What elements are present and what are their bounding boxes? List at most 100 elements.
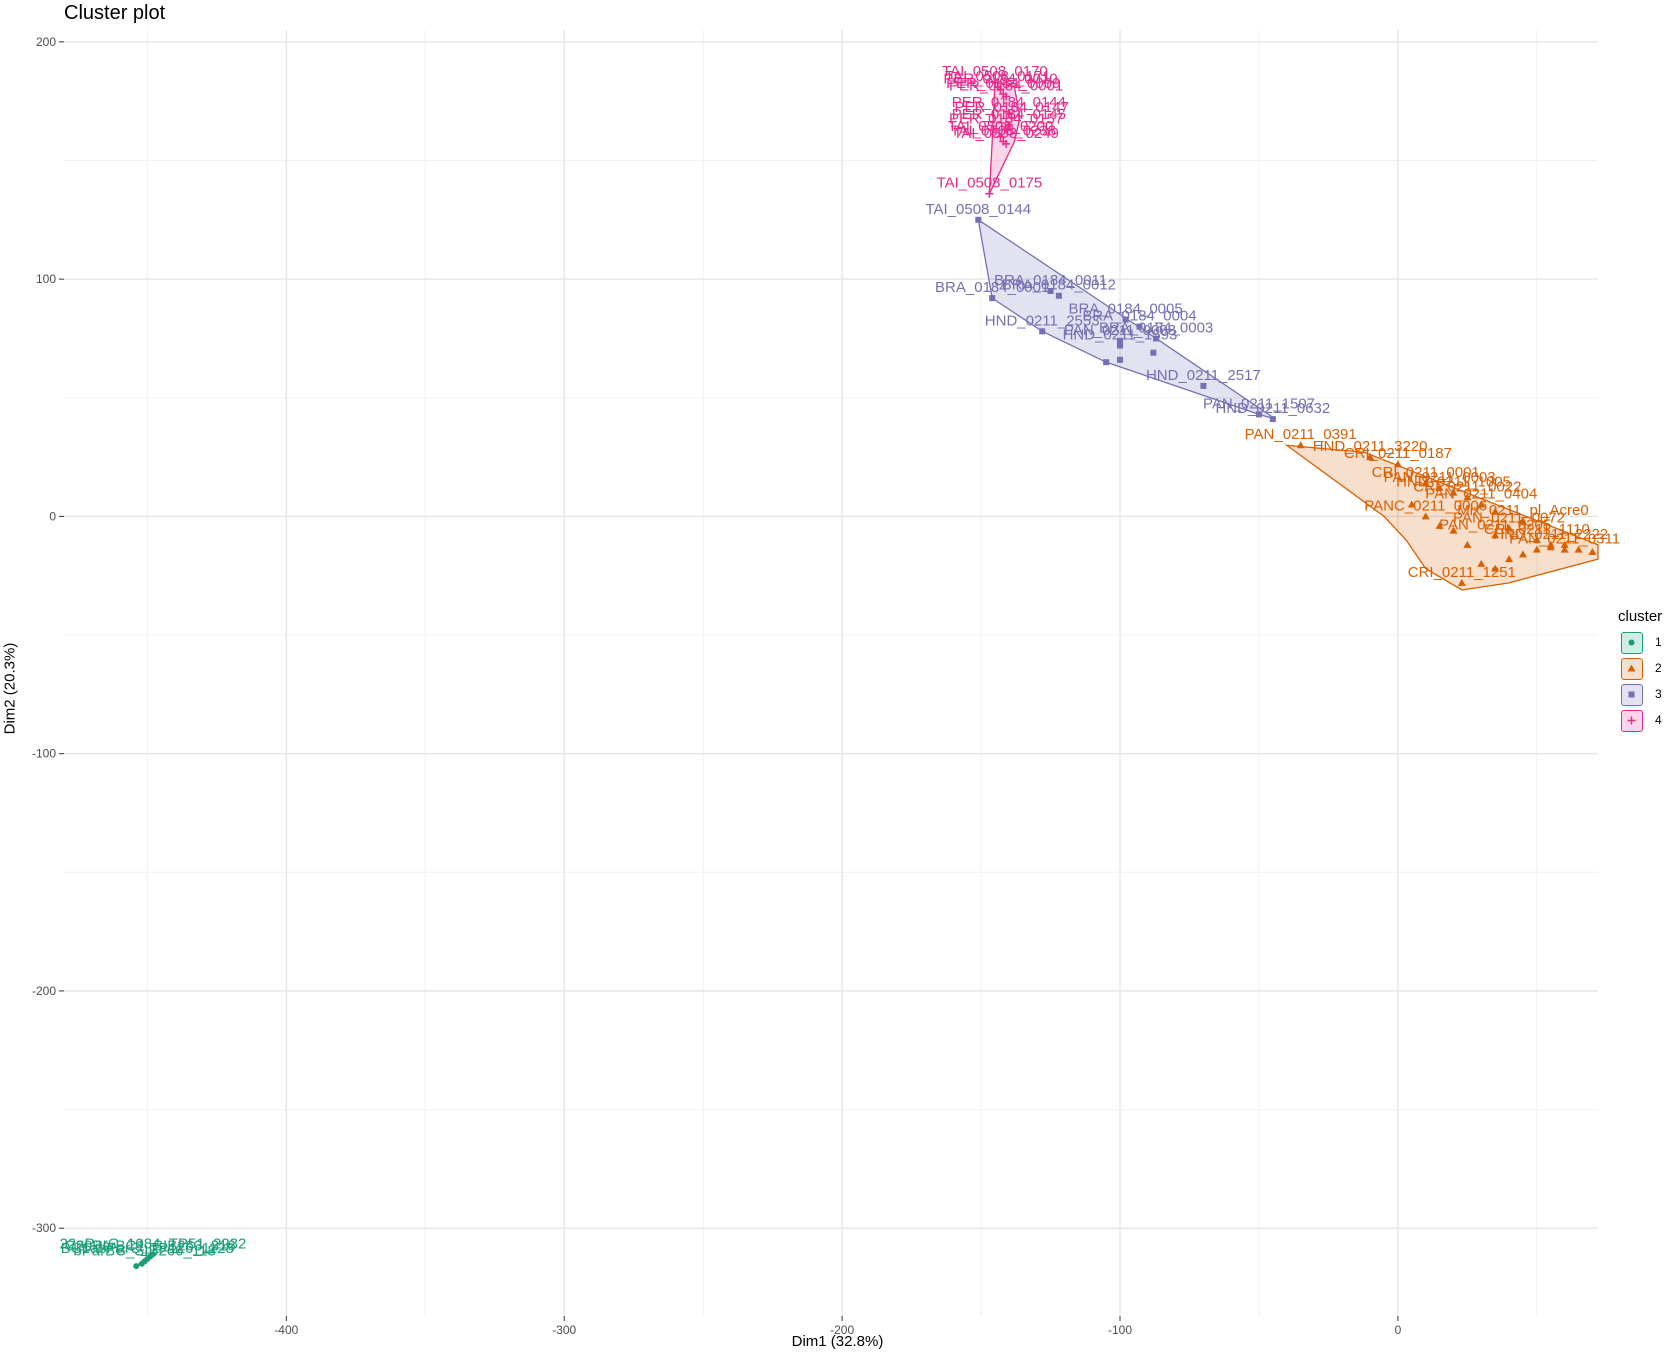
point-label: HND_0211_0632	[1215, 400, 1330, 417]
legend-key-square-icon	[1621, 684, 1643, 706]
data-point-square	[1136, 323, 1143, 330]
data-point-triangle	[1366, 453, 1375, 461]
data-point-square	[1255, 411, 1262, 418]
data-point-square	[1117, 337, 1124, 344]
point-label: PAN_0211_0311	[1509, 531, 1620, 548]
data-point-square	[1200, 382, 1207, 389]
data-point-triangle	[1518, 550, 1527, 558]
data-point-triangle	[1449, 488, 1458, 496]
data-point-triangle	[1463, 493, 1472, 501]
point-label: TAI_0508_0144	[925, 201, 1031, 218]
data-point-triangle	[1560, 540, 1569, 548]
data-point-triangle	[1588, 547, 1597, 555]
point-label: TAI_0508_0170	[942, 63, 1048, 80]
data-point-triangle	[1491, 531, 1500, 539]
point-label: PAN_0211_0404	[1425, 486, 1537, 503]
data-point-square	[1039, 328, 1046, 335]
point-label: HND_0211_2553	[985, 312, 1100, 329]
point-label: BRA_0184_0004	[1082, 308, 1196, 325]
point-label: TAI_0508_0249	[953, 125, 1059, 142]
data-point-square	[1150, 349, 1157, 356]
point-label: HND_0211_2517	[1146, 367, 1261, 384]
data-point-cross	[1627, 716, 1636, 725]
data-point-triangle	[1457, 578, 1466, 586]
data-point-cross	[985, 189, 994, 198]
point-label: BC1abParC_TP126_1128	[61, 1240, 234, 1257]
y-tick-label: -100	[32, 747, 56, 761]
data-point-triangle	[1505, 555, 1514, 563]
data-point-circle	[133, 1263, 140, 1270]
data-point-triangle	[1463, 540, 1472, 548]
point-label: PER_0184_0010	[943, 70, 1057, 87]
point-label: PER_0184_0147	[955, 99, 1069, 116]
data-point-cross	[1002, 125, 1011, 134]
legend-key-cross-icon	[1621, 710, 1643, 732]
data-point-triangle	[1546, 543, 1555, 551]
legend-item-4: 4	[1621, 710, 1675, 736]
x-tick-label: -100	[1108, 1323, 1132, 1337]
data-point-cross	[1004, 109, 1013, 118]
legend-item-1: 1	[1621, 632, 1675, 658]
point-label: BRA_0184_0005	[1068, 300, 1182, 317]
data-point-triangle	[1449, 526, 1458, 534]
point-label: PAN_0211_0205	[1439, 516, 1551, 533]
point-label: PAN_0211_0008	[1064, 322, 1176, 339]
y-tick-label: 100	[36, 272, 56, 286]
data-point-triangle	[1532, 545, 1541, 553]
point-label: CRI_0211_0001	[1372, 464, 1480, 481]
data-point-triangle	[1560, 545, 1569, 553]
x-tick-label: 0	[1395, 1323, 1402, 1337]
data-point-square	[1269, 416, 1276, 423]
y-tick-label: 200	[36, 35, 56, 49]
y-axis-label: Dim2 (20.3%)	[1, 642, 19, 735]
data-points	[133, 78, 1597, 1270]
point-label: PANC_0211_0006	[1364, 497, 1487, 514]
data-point-cross	[1002, 139, 1011, 148]
point-labels: 22aParC_1084_TP51_2232C20ParBC1_SIB263_3…	[60, 63, 1621, 1259]
point-label: BRA_0184_0012	[1002, 277, 1116, 294]
y-tick-label: -200	[32, 984, 56, 998]
data-point-square	[975, 216, 982, 223]
data-point-square	[1117, 342, 1124, 349]
legend-title: cluster	[1618, 608, 1663, 625]
point-label: PER_0184_0144	[952, 94, 1066, 111]
point-label: BRA_0184_0011	[994, 272, 1107, 289]
point-label: 22aParC_1084_TP51_2232	[60, 1235, 247, 1252]
x-tick-label: -200	[830, 1323, 854, 1337]
data-point-triangle	[1574, 545, 1583, 553]
point-label: TAI_0508_0171	[945, 68, 1051, 85]
data-point-cross	[990, 78, 999, 87]
point-label: PER_0184_0145	[952, 106, 1066, 123]
point-label: TAI_0508_0200	[948, 118, 1054, 135]
data-point-square	[1153, 335, 1160, 342]
point-label: TAI_0508_0238	[950, 123, 1056, 140]
data-point-square	[1055, 292, 1062, 299]
y-tick-label: -300	[32, 1221, 56, 1235]
data-point-triangle	[1435, 483, 1444, 491]
y-axis-ticks: 200 100 0 -100 -200 -300	[32, 35, 64, 1235]
point-label: HND_0211_1593	[1063, 327, 1178, 344]
point-label: PAN_0211_0391	[1245, 426, 1357, 443]
point-label: PER_0184_0009	[946, 75, 1060, 92]
point-label: bParBC_SIB266_118	[73, 1242, 215, 1259]
cross-icon	[1627, 716, 1636, 725]
legend-item-3: 3	[1621, 684, 1675, 710]
x-tick-label: -400	[274, 1323, 298, 1337]
point-label: TAI_0508_0175	[937, 175, 1043, 192]
legend-key-circle-icon	[1621, 632, 1643, 654]
legend-item-2: 2	[1621, 658, 1675, 684]
point-label: CRI_0211_1110	[1484, 521, 1590, 538]
minor-grid	[64, 30, 1598, 1316]
major-grid	[64, 30, 1598, 1316]
data-point-triangle	[1296, 441, 1305, 449]
data-point-cross	[1004, 120, 1013, 129]
point-label: CRI_0211_0022	[1413, 478, 1521, 495]
data-point-square	[1628, 691, 1635, 698]
point-label: HND_0211_3220	[1313, 438, 1428, 455]
data-point-triangle	[1435, 521, 1444, 529]
point-label: HND_0211_2222	[1493, 526, 1608, 543]
point-label: PAN_0211_1507	[1203, 395, 1315, 412]
data-point-cross	[996, 85, 1005, 94]
data-point-triangle	[1407, 500, 1416, 508]
data-point-triangle	[1421, 512, 1430, 520]
